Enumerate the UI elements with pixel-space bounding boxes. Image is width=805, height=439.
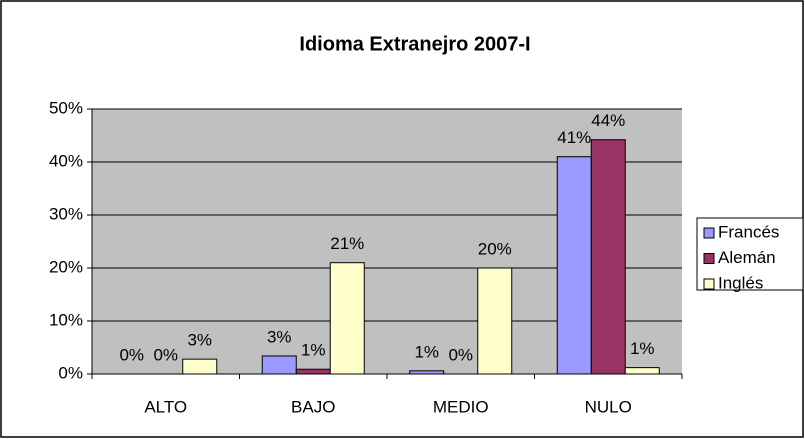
legend-label: Inglés (718, 273, 763, 292)
x-tick-label: BAJO (291, 397, 335, 416)
legend-swatch (703, 278, 715, 290)
bar (182, 358, 218, 375)
value-label: 20% (478, 239, 512, 258)
value-label: 0% (153, 345, 178, 364)
value-label: 1% (630, 339, 655, 358)
legend-label: Alemán (718, 248, 776, 267)
bar (590, 139, 626, 375)
x-tick-label: NULO (585, 397, 632, 416)
value-label: 3% (267, 327, 292, 346)
legend-swatch (703, 253, 715, 264)
value-label: 0% (448, 345, 473, 364)
bar (624, 367, 660, 375)
x-tick-label: MEDIO (433, 397, 489, 416)
legend-label: Francés (718, 222, 779, 241)
value-label: 3% (187, 331, 212, 350)
bar (295, 368, 331, 375)
value-label: 1% (414, 342, 439, 361)
bar (409, 370, 445, 375)
bar (556, 156, 592, 375)
y-tick-label: 20% (49, 257, 83, 276)
y-tick-label: 50% (49, 98, 83, 117)
bar (477, 267, 513, 375)
value-label: 0% (119, 345, 144, 364)
y-tick-label: 10% (49, 310, 83, 329)
value-label: 41% (557, 128, 591, 147)
y-tick-label: 0% (58, 363, 83, 382)
bar (329, 262, 365, 375)
chart-title: Idioma Extranejro 2007-I (299, 33, 530, 55)
value-label: 44% (591, 111, 625, 130)
y-tick-label: 40% (49, 151, 83, 170)
legend-swatch (703, 227, 715, 239)
legend (696, 217, 804, 291)
value-label: 1% (301, 341, 326, 360)
bar (261, 355, 297, 375)
x-tick-label: ALTO (144, 397, 187, 416)
value-label: 21% (330, 234, 364, 253)
y-tick-label: 30% (49, 204, 83, 223)
